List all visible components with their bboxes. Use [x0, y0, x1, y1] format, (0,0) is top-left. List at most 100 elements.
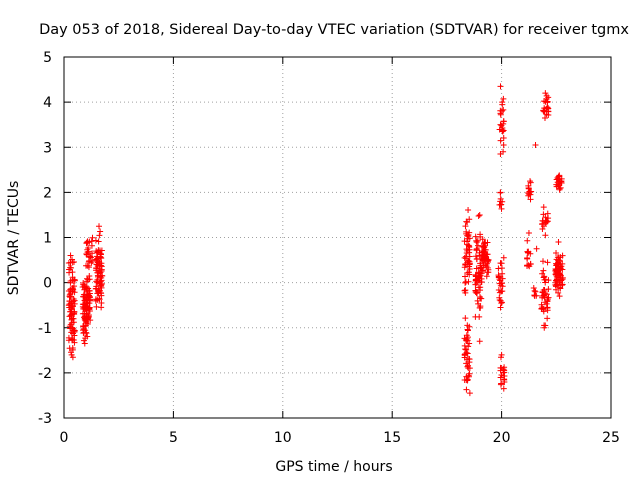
data-point: [497, 282, 504, 289]
data-point: [475, 212, 482, 219]
data-point: [463, 337, 470, 344]
grid: [64, 57, 611, 418]
data-point: [83, 303, 90, 310]
data-point: [462, 223, 469, 230]
data-point: [68, 349, 75, 356]
data-point: [86, 294, 93, 301]
data-point: [464, 376, 471, 383]
data-point: [484, 239, 491, 246]
data-point: [543, 218, 550, 225]
plot-frame: [63, 56, 612, 419]
data-point: [476, 338, 483, 345]
data-point: [83, 304, 90, 311]
data-point: [462, 279, 469, 286]
data-point: [466, 258, 473, 265]
data-point: [82, 322, 89, 329]
data-point: [559, 276, 566, 283]
data-point: [553, 267, 560, 274]
data-point: [527, 179, 534, 186]
data-point: [94, 290, 101, 297]
y-tick-label: 5: [43, 50, 52, 66]
data-point: [69, 256, 76, 263]
y-tick-label: 3: [43, 140, 52, 156]
data-point: [552, 281, 559, 288]
data-point: [500, 106, 507, 113]
data-point: [497, 121, 504, 128]
data-point: [474, 297, 481, 304]
data-point: [553, 286, 560, 293]
data-point: [527, 196, 534, 203]
data-point: [497, 374, 504, 381]
data-point: [553, 249, 560, 256]
data-point: [553, 261, 560, 268]
data-point: [66, 323, 73, 330]
y-tick-label: -3: [38, 411, 52, 427]
data-point: [70, 337, 77, 344]
data-point: [542, 276, 549, 283]
data-point: [82, 296, 89, 303]
data-point: [500, 134, 507, 141]
data-point: [557, 184, 564, 191]
data-point: [498, 288, 505, 295]
data-point: [481, 246, 488, 253]
data-point: [97, 262, 104, 269]
data-point: [539, 288, 546, 295]
data-point: [497, 151, 504, 158]
x-tick-label: 10: [274, 430, 292, 446]
data-point: [96, 232, 103, 239]
data-point: [66, 291, 73, 298]
data-point: [464, 241, 471, 248]
data-point: [500, 254, 507, 261]
data-point: [556, 181, 563, 188]
data-point: [465, 278, 472, 285]
data-point: [557, 263, 564, 270]
y-tick-label: 1: [43, 231, 52, 247]
y-tick-label: -1: [38, 321, 52, 337]
data-point: [558, 178, 565, 185]
data-points: [65, 83, 566, 397]
data-point: [499, 128, 506, 135]
data-point: [69, 269, 76, 276]
data-point: [92, 237, 99, 244]
data-point: [86, 276, 93, 283]
data-point: [499, 275, 506, 282]
data-point: [555, 239, 562, 246]
data-point: [81, 340, 88, 347]
data-point: [92, 285, 99, 292]
data-point: [476, 313, 483, 320]
data-point: [552, 267, 559, 274]
data-point: [96, 247, 103, 254]
data-point: [466, 271, 473, 278]
data-point: [461, 342, 468, 349]
data-point: [461, 354, 468, 361]
data-point: [542, 279, 549, 286]
x-tick-label: 25: [602, 430, 620, 446]
data-point: [83, 288, 90, 295]
data-point: [463, 349, 470, 356]
data-point: [524, 248, 531, 255]
data-point: [98, 274, 105, 281]
axis-ticks: 0 5 10 15 20 25 -3 -2 -1 0 1 2 3 4 5: [38, 50, 620, 446]
data-point: [463, 360, 470, 367]
data-point: [557, 285, 564, 292]
data-point: [463, 332, 470, 339]
data-point: [465, 355, 472, 362]
data-point: [544, 315, 551, 322]
data-point: [473, 239, 480, 246]
data-point: [68, 351, 75, 358]
data-point: [479, 268, 486, 275]
data-point: [541, 115, 548, 122]
data-point: [464, 363, 471, 370]
data-point: [472, 287, 479, 294]
data-point: [83, 240, 90, 247]
data-point: [473, 247, 480, 254]
data-point: [70, 298, 77, 305]
data-point: [69, 288, 76, 295]
data-point: [464, 219, 471, 226]
data-point: [96, 287, 103, 294]
data-point: [466, 370, 473, 377]
data-point: [96, 223, 103, 230]
data-point: [96, 296, 103, 303]
data-point: [544, 98, 551, 105]
data-point: [463, 386, 470, 393]
